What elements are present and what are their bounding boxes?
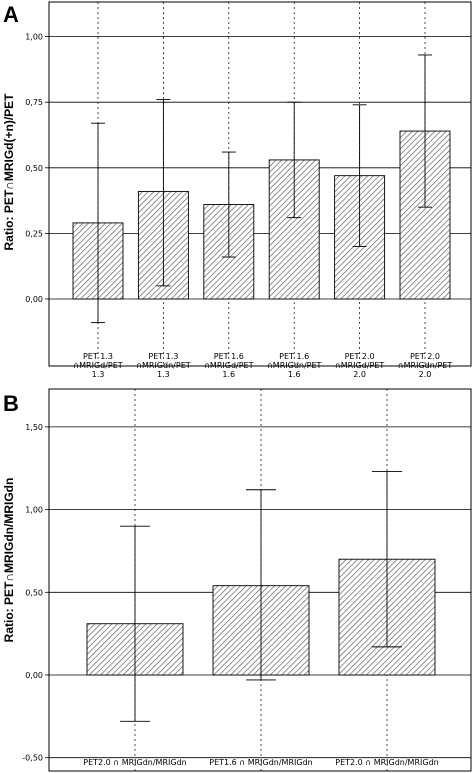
panel-a-category-label: PET 1.6 ∩MRIGdn/PET 1.6 — [267, 352, 322, 379]
panel-b-y-tick-label: 1,50 — [25, 423, 43, 432]
panel-a-category-label-line: 1.3 — [92, 370, 105, 379]
panel-b-x-ticks: PET2.0 ∩ MRIGdn/MRIGdn PET1.6 ∩ MRIGdn/MR… — [83, 758, 438, 767]
panel-a-category-label-line: ∩MRIGd/PET — [204, 361, 254, 370]
panel-a-category-label-line: 2.0 — [419, 370, 432, 379]
panel-a-y-tick-label: 0,25 — [25, 229, 43, 238]
panel-b-y-tick-label: 1,00 — [25, 506, 43, 515]
panel-a: A Ratio: PET∩MRIGd(+n)/PET 0,000,250,500… — [2, 1, 472, 379]
panel-b-y-ticks: -0,50 0,00 0,50 1,00 1,50 — [22, 423, 49, 763]
panel-a-category-label-line: PET 1.3 — [83, 352, 113, 361]
panel-a-y-axis-label: Ratio: PET∩MRIGd(+n)/PET — [2, 93, 16, 251]
panel-a-y-tick-label: 0,00 — [25, 295, 43, 304]
panel-a-category-label: PET 1.6 ∩MRIGd/PET 1.6 — [204, 352, 254, 379]
panel-b-y-tick-label: -0,50 — [22, 754, 43, 763]
panel-b-error-bars — [120, 471, 402, 722]
panel-a-category-label-line: 2.0 — [353, 370, 366, 379]
panel-a-category-label-line: 1.3 — [157, 370, 170, 379]
panel-a-letter: A — [3, 2, 19, 27]
panel-a-y-ticks: 0,00 0,25 0,50 0,75 1,00 — [25, 33, 49, 304]
panel-a-category-label-line: ∩MRIGdn/PET — [267, 361, 322, 370]
panel-a-category-label-line: PET 2.0 — [410, 352, 440, 361]
panel-a-category-label-line: ∩MRIGdn/PET — [136, 361, 191, 370]
panel-b-y-tick-label: 0,50 — [25, 588, 43, 597]
panel-b-category-label-line: PET2.0 ∩ MRIGdn/MRIGdn — [83, 758, 186, 767]
panel-a-category-label-line: ∩MRIGd/PET — [73, 361, 123, 370]
panel-a-category-label-line: PET 1.3 — [148, 352, 178, 361]
panel-a-error-bars — [91, 54, 432, 324]
panel-a-category-label-line: PET 2.0 — [345, 352, 375, 361]
panel-a-y-tick-label: 0,50 — [25, 164, 43, 173]
panel-b: B Ratio: PET∩MRIGdn/MRIGdn -0,50 0,00 0,50… — [2, 388, 472, 772]
panel-b-category-label: PET1.6 ∩ MRIGdn/MRIGdn — [209, 758, 312, 767]
panel-b-y-tick-label: 0,00 — [25, 671, 43, 680]
panel-a-category-label-line: PET 1.6 — [279, 352, 309, 361]
panel-b-y-axis-label: Ratio: PET∩MRIGdn/MRIGdn — [2, 478, 16, 643]
panel-a-category-label-line: 1.6 — [222, 370, 235, 379]
panel-a-category-label: PET 1.3 ∩MRIGdn/PET 1.3 — [136, 352, 191, 379]
panel-b-category-label: PET2.0 ∩ MRIGdn/MRIGdn — [335, 758, 438, 767]
panel-a-category-label: PET 1.3 ∩MRIGd/PET 1.3 — [73, 352, 123, 379]
panel-b-category-label: PET2.0 ∩ MRIGdn/MRIGdn — [83, 758, 186, 767]
panel-a-category-label-line: ∩MRIGdn/PET — [398, 361, 453, 370]
panel-b-category-label-line: PET2.0 ∩ MRIGdn/MRIGdn — [335, 758, 438, 767]
panel-a-category-label: PET 2.0 ∩MRIGdn/PET 2.0 — [398, 352, 453, 379]
panel-a-category-label: PET 2.0 ∩MRIGd/PET 2.0 — [335, 352, 385, 379]
panel-a-y-tick-label: 0,75 — [25, 98, 43, 107]
panel-b-letter: B — [3, 391, 19, 416]
panel-a-category-label-line: ∩MRIGd/PET — [335, 361, 385, 370]
panel-b-category-label-line: PET1.6 ∩ MRIGdn/MRIGdn — [209, 758, 312, 767]
panel-a-category-label-line: 1.6 — [288, 370, 301, 379]
panel-a-y-tick-label: 1,00 — [25, 33, 43, 42]
panel-a-category-label-line: PET 1.6 — [214, 352, 244, 361]
